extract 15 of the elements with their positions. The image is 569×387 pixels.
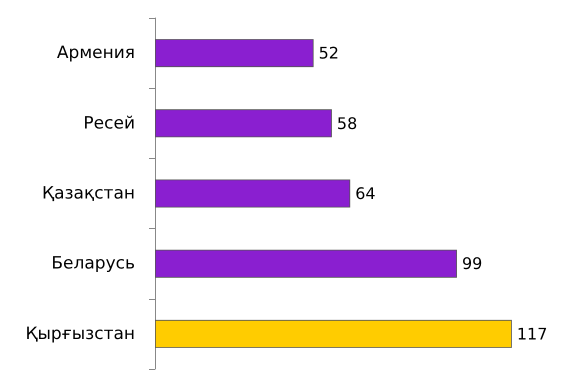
bar	[155, 250, 457, 278]
bar	[155, 180, 350, 208]
data-label: 99	[462, 254, 482, 274]
y-tick-label: Қазақстан	[42, 184, 135, 204]
data-label: 117	[516, 324, 548, 344]
y-tick-label: Ресей	[83, 113, 135, 134]
y-tick-label: Беларусь	[51, 254, 135, 274]
bar	[155, 39, 314, 68]
bar	[155, 320, 512, 348]
bar	[155, 109, 332, 138]
data-label: 64	[355, 184, 376, 203]
y-tick-label: Армения	[56, 43, 135, 64]
data-label: 58	[336, 114, 358, 133]
data-label: 52	[318, 44, 339, 63]
y-tick-label: Қырғызстан	[25, 324, 135, 344]
